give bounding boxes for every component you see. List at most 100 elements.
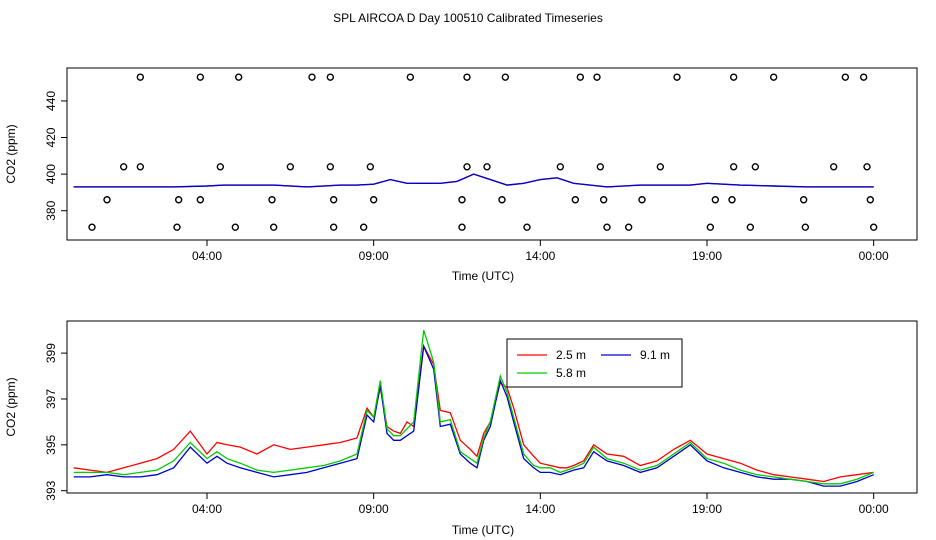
bottom-y-axis-label: CO2 (ppm) xyxy=(4,377,18,436)
outlier-point xyxy=(119,163,128,171)
outlier-point xyxy=(308,73,316,81)
outlier-point xyxy=(603,223,611,231)
outlier-point xyxy=(638,196,646,204)
outlier-point xyxy=(829,163,838,171)
outlier-point xyxy=(103,196,111,204)
x-tick-label: 00:00 xyxy=(859,249,889,263)
outlier-point xyxy=(196,73,205,81)
top-y-axis-label: CO2 (ppm) xyxy=(4,124,18,183)
series-2-5m-line xyxy=(73,344,874,483)
bottom-x-ticks: 04:00 09:00 14:00 19:00 00:00 xyxy=(192,493,889,516)
outlier-point xyxy=(359,223,368,231)
outlier-point xyxy=(326,73,335,81)
outlier-point xyxy=(463,163,471,171)
outlier-point xyxy=(841,73,850,81)
x-tick-label: 19:00 xyxy=(692,502,722,516)
outlier-point xyxy=(136,73,145,81)
outlier-point xyxy=(869,223,878,231)
outlier-point xyxy=(729,163,738,171)
outlier-point xyxy=(523,223,531,231)
top-panel: Time (UTC) CO2 (ppm) 04:00 09:00 14:00 19:0… xyxy=(4,67,918,283)
top-x-ticks: 04:00 09:00 14:00 19:00 00:00 xyxy=(192,240,889,263)
y-tick-label: 400 xyxy=(44,164,58,184)
outlier-point xyxy=(751,163,760,171)
outlier-point xyxy=(286,163,295,171)
outlier-point xyxy=(863,163,871,171)
outlier-point xyxy=(173,223,181,231)
outlier-point xyxy=(231,223,240,231)
y-tick-label: 420 xyxy=(44,127,58,147)
y-tick-label: 380 xyxy=(44,200,58,220)
bottom-panel: Time (UTC) CO2 (ppm) 04:00 09:00 14:00 19:0… xyxy=(4,320,918,537)
outlier-point xyxy=(329,223,338,231)
outlier-point xyxy=(269,223,278,231)
x-tick-label: 14:00 xyxy=(525,502,555,516)
outlier-point xyxy=(729,73,738,81)
y-tick-label: 393 xyxy=(44,480,58,500)
bottom-x-axis-label: Time (UTC) xyxy=(452,523,514,537)
outlier-point xyxy=(624,223,633,231)
outlier-point xyxy=(599,196,608,204)
x-tick-label: 04:00 xyxy=(192,249,222,263)
figure-title: SPL AIRCOA D Day 100510 Calibrated Times… xyxy=(333,11,603,25)
outlier-point xyxy=(571,196,580,204)
outlier-point xyxy=(656,163,665,171)
bottom-plot-frame xyxy=(66,320,918,494)
x-tick-label: 00:00 xyxy=(859,502,889,516)
bottom-y-ticks: 393 395 397 399 xyxy=(44,343,67,501)
outlier-point xyxy=(728,196,736,204)
outlier-point xyxy=(216,163,225,171)
outlier-point xyxy=(463,73,471,81)
outlier-point xyxy=(673,73,681,81)
x-tick-label: 09:00 xyxy=(359,502,389,516)
outlier-point xyxy=(859,73,868,81)
outlier-point xyxy=(801,223,810,231)
outlier-point xyxy=(746,223,755,231)
legend-box xyxy=(506,338,683,388)
top-x-axis-label: Time (UTC) xyxy=(452,269,514,283)
outlier-point xyxy=(366,163,375,171)
outlier-point xyxy=(458,223,466,231)
y-tick-label: 397 xyxy=(44,389,58,409)
outlier-point xyxy=(593,73,601,81)
x-tick-label: 09:00 xyxy=(359,249,389,263)
outlier-point xyxy=(329,196,338,204)
bottom-data-marks xyxy=(73,330,874,487)
outlier-point xyxy=(706,223,715,231)
top-y-ticks: 380 400 420 440 xyxy=(44,91,67,221)
outlier-point xyxy=(711,196,720,204)
top-plot-frame xyxy=(66,67,918,241)
outlier-point xyxy=(799,196,808,204)
outlier-point xyxy=(596,163,605,171)
series-5-8m-line xyxy=(73,330,874,485)
outlier-point xyxy=(369,196,378,204)
y-tick-label: 399 xyxy=(44,343,58,363)
top-series-9-1m-line xyxy=(73,173,874,188)
outlier-point xyxy=(498,196,506,204)
outlier-point xyxy=(406,73,415,81)
outlier-point xyxy=(556,163,565,171)
x-tick-label: 04:00 xyxy=(192,502,222,516)
x-tick-label: 14:00 xyxy=(525,249,555,263)
y-tick-label: 440 xyxy=(44,91,58,111)
y-tick-label: 395 xyxy=(44,435,58,455)
outlier-point xyxy=(196,196,205,204)
outlier-point xyxy=(483,163,491,171)
x-tick-label: 19:00 xyxy=(692,249,722,263)
legend: 2.5 m 9.1 m 5.8 m xyxy=(506,338,683,388)
outlier-point xyxy=(501,73,510,81)
legend-label-2-5m: 2.5 m xyxy=(556,348,586,362)
series-9-1m-line xyxy=(73,343,874,487)
outlier-point xyxy=(458,196,466,204)
outlier-point xyxy=(234,73,243,81)
outlier-point xyxy=(326,163,335,171)
outlier-point xyxy=(866,196,875,204)
legend-label-9-1m: 9.1 m xyxy=(640,348,670,362)
outlier-point xyxy=(576,73,585,81)
outlier-point xyxy=(88,223,96,231)
outlier-point xyxy=(769,73,778,81)
top-data-marks xyxy=(73,73,878,231)
outlier-point xyxy=(174,196,183,204)
outlier-point xyxy=(136,163,145,171)
